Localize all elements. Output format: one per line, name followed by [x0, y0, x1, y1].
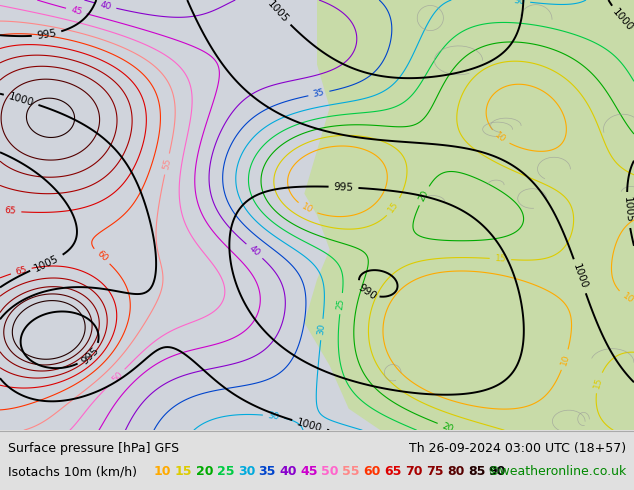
Text: 50: 50 [110, 370, 124, 384]
Text: 45: 45 [70, 5, 83, 17]
Text: 20: 20 [417, 189, 430, 203]
Text: 55: 55 [342, 465, 360, 478]
Text: 1005: 1005 [266, 0, 290, 24]
Text: 1005: 1005 [622, 196, 634, 223]
Text: 25: 25 [336, 297, 346, 310]
Text: 1000: 1000 [7, 91, 35, 108]
Text: 10: 10 [493, 130, 508, 145]
Text: 90: 90 [489, 465, 506, 478]
Text: 60: 60 [94, 249, 109, 264]
Text: 1005: 1005 [33, 253, 61, 273]
Text: 40: 40 [100, 0, 112, 11]
Text: 50: 50 [321, 465, 339, 478]
Text: 10: 10 [301, 202, 314, 215]
Text: ©weatheronline.co.uk: ©weatheronline.co.uk [487, 465, 626, 478]
Text: 20: 20 [196, 465, 214, 478]
Text: 995: 995 [36, 28, 57, 41]
Text: Surface pressure [hPa] GFS: Surface pressure [hPa] GFS [8, 442, 179, 455]
Text: 70: 70 [405, 465, 423, 478]
Text: 55: 55 [162, 157, 172, 171]
Text: 35: 35 [259, 465, 276, 478]
Text: 990: 990 [356, 282, 378, 302]
Polygon shape [304, 0, 634, 430]
Text: 1000: 1000 [295, 417, 323, 434]
Text: 15: 15 [495, 254, 507, 264]
Text: 30: 30 [317, 323, 327, 336]
Text: 35: 35 [313, 88, 325, 99]
Text: 80: 80 [447, 465, 464, 478]
Text: 10: 10 [620, 291, 634, 305]
Text: 15: 15 [593, 376, 604, 390]
Text: 995: 995 [333, 182, 354, 193]
Text: 85: 85 [468, 465, 485, 478]
Text: 65: 65 [15, 265, 28, 277]
Text: 1000: 1000 [571, 262, 589, 290]
Text: 40: 40 [280, 465, 297, 478]
Text: 30: 30 [514, 0, 526, 6]
Text: 1000: 1000 [611, 7, 634, 33]
Text: 10: 10 [154, 465, 172, 478]
Text: 65: 65 [4, 206, 16, 216]
Text: Isotachs 10m (km/h): Isotachs 10m (km/h) [8, 465, 136, 478]
Text: 10: 10 [559, 353, 571, 367]
Text: 15: 15 [387, 200, 401, 215]
Text: 75: 75 [426, 465, 444, 478]
Text: 15: 15 [175, 465, 193, 478]
Text: Th 26-09-2024 03:00 UTC (18+57): Th 26-09-2024 03:00 UTC (18+57) [410, 442, 626, 455]
Text: 40: 40 [247, 244, 262, 258]
Text: 25: 25 [217, 465, 235, 478]
Text: 30: 30 [267, 411, 280, 421]
Text: 30: 30 [238, 465, 255, 478]
Text: 995: 995 [79, 345, 101, 366]
Text: 20: 20 [441, 421, 455, 434]
Text: 65: 65 [384, 465, 401, 478]
Text: 60: 60 [363, 465, 380, 478]
Text: 45: 45 [301, 465, 318, 478]
